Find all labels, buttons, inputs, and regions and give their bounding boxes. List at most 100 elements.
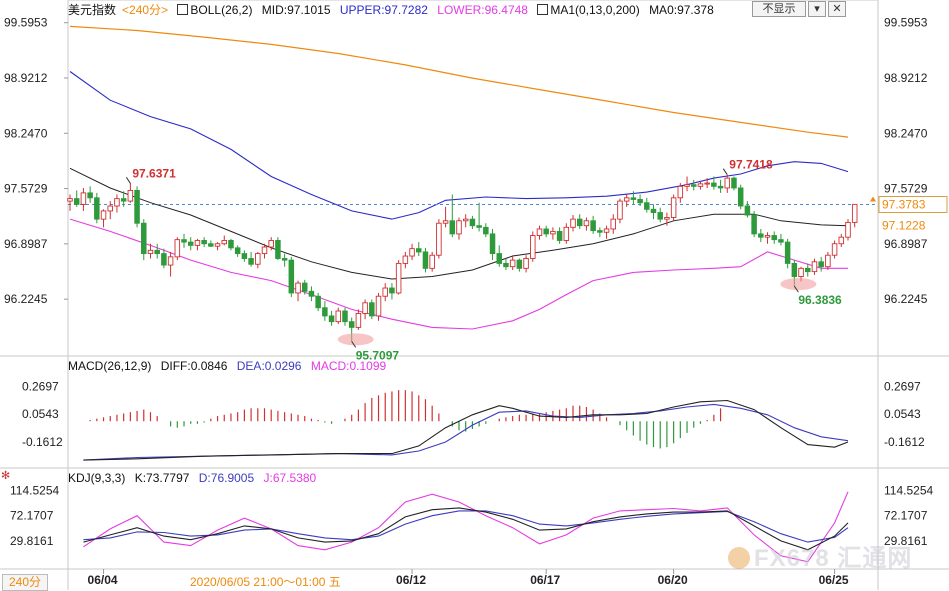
high-marker-line (125, 177, 131, 184)
kdj-k: K:73.7797 (134, 471, 190, 485)
y-tick-label-right: 99.5953 (884, 16, 928, 30)
low-annotation: 96.3836 (798, 293, 842, 307)
candle-body (187, 241, 194, 246)
candle-body (798, 267, 804, 277)
candle-body (134, 189, 140, 224)
candle-body (275, 240, 281, 259)
candle-body (825, 254, 831, 268)
macd-dea-line (83, 403, 849, 461)
candle-body (664, 217, 670, 220)
candle-body (516, 259, 523, 269)
candle-body (724, 177, 731, 189)
candle-body (563, 226, 570, 241)
x-tick-label: 06/20 (658, 573, 688, 587)
candle-body (375, 295, 382, 317)
candle-body (838, 236, 845, 245)
candle-body (610, 218, 617, 230)
boll-lower-line (69, 218, 848, 330)
cursor-time-label: 2020/06/05 21:00～01:00 五 (190, 575, 341, 589)
y-tick-label-right: 96.2245 (884, 292, 928, 306)
candle-body (536, 228, 543, 236)
x-tick-label: 06/17 (530, 573, 560, 587)
period-badge[interactable]: 240分 (2, 574, 48, 591)
y-tick-label-left: 99.5953 (4, 16, 48, 30)
macd-diff-line (83, 399, 849, 461)
candle-body (87, 192, 93, 199)
indicator-label: 美元指数 (68, 3, 117, 17)
candle-body (550, 230, 556, 235)
macd-y-tick-right: 0.2697 (884, 379, 921, 393)
boll-lower: LOWER:96.4748 (437, 3, 528, 17)
candle-body (791, 262, 798, 277)
candle-body (831, 243, 838, 256)
kdj-k-line (83, 507, 849, 551)
kdj-legend: KDJ(9,3,3) K:73.7797 D:76.9005 J:67.5380 (68, 471, 322, 485)
candle-body (570, 218, 576, 228)
candle-body (395, 262, 402, 294)
candle-body (811, 261, 818, 273)
y-tick-label-left: 96.8987 (4, 237, 48, 251)
x-tick-label: 06/12 (396, 573, 426, 587)
candle-body (328, 315, 335, 323)
mid-tag-box (879, 217, 947, 234)
candle-body (255, 253, 261, 265)
candle-body (161, 253, 167, 266)
candle-body (120, 198, 127, 202)
candle-body (590, 220, 596, 232)
candle-body (503, 262, 509, 268)
candle-body (758, 233, 764, 238)
ma-params: MA1(0,13,0,200) (550, 3, 640, 17)
candle-body (322, 307, 328, 317)
candle-body (630, 197, 637, 200)
kdj-y-tick-right: 114.5254 (884, 483, 933, 497)
candle-body (711, 182, 717, 187)
candle-body (194, 240, 201, 246)
macd-dea: DEA:0.0296 (236, 359, 302, 373)
boll-upper: UPPER:97.7282 (339, 3, 428, 17)
candle-body (644, 202, 650, 210)
low-marker-line (793, 285, 799, 293)
y-tick-label-right: 98.9212 (884, 71, 928, 85)
candle-body (623, 197, 630, 202)
candle-body (348, 321, 355, 328)
candle-body (100, 210, 107, 220)
candle-body (509, 259, 516, 268)
candle-body (650, 208, 657, 214)
kdj-y-tick-left: 29.8161 (10, 534, 54, 548)
boll-icon (177, 4, 189, 15)
price-arrow-icon (870, 196, 876, 202)
candle-body (241, 253, 248, 259)
candle-body (80, 192, 87, 205)
y-tick-label-right: 98.2470 (884, 126, 928, 140)
display-toggle-button[interactable]: 不显示 (752, 1, 806, 17)
candle-body (248, 258, 254, 265)
candle-body (268, 240, 274, 248)
macd-legend: MACD(26,12,9) DIFF:0.0846 DEA:0.0296 MAC… (68, 359, 392, 373)
candle-body (382, 287, 388, 297)
kdj-params: KDJ(9,3,3) (68, 471, 126, 485)
candle-body (73, 198, 80, 205)
macd-y-tick-left: -0.1612 (22, 435, 63, 449)
candle-body (174, 239, 181, 258)
macd-params: MACD(26,12,9) (68, 359, 152, 373)
kdj-y-tick-right: 29.8161 (884, 534, 928, 548)
candle-body (617, 200, 623, 220)
dropdown-arrow-icon[interactable]: ▾ (808, 1, 826, 17)
kdj-j: J:67.5380 (263, 471, 317, 485)
watermark-logo-icon (728, 547, 750, 569)
period-label[interactable]: <240分> (122, 3, 169, 17)
candle-body (389, 287, 395, 294)
candle-body (530, 235, 536, 259)
settings-gear-icon[interactable]: ✻ (1, 470, 11, 482)
kdj-d: D:76.9005 (198, 471, 255, 485)
candle-body (576, 218, 583, 227)
high-marker-line (722, 168, 728, 175)
candle-body (449, 220, 456, 235)
candle-body (845, 221, 851, 238)
close-icon[interactable]: ✕ (828, 1, 846, 17)
macd-y-tick-right: -0.1612 (884, 435, 925, 449)
candle-body (114, 198, 120, 207)
boll-upper-line (69, 71, 849, 220)
candle-body (127, 189, 134, 202)
